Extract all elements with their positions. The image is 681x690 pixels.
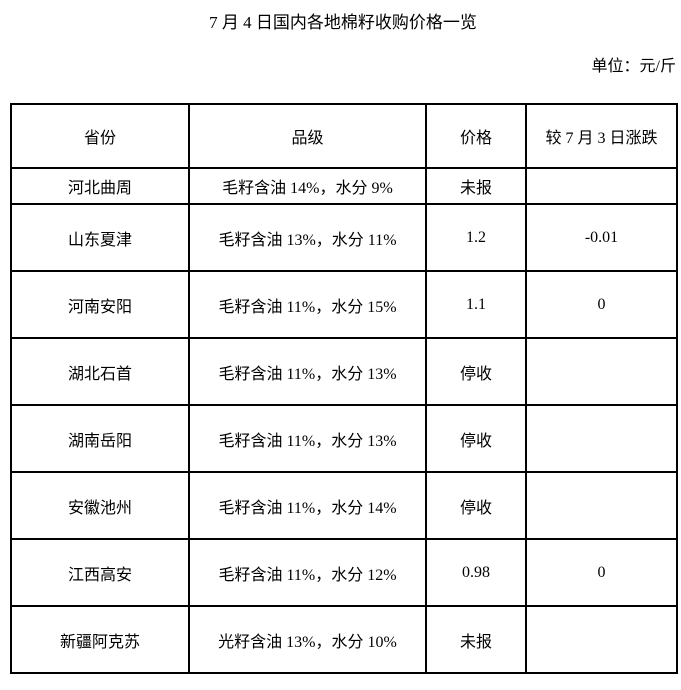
- cell-province: 江西高安: [10, 538, 190, 607]
- cell-province: 河北曲周: [10, 167, 190, 205]
- cell-grade: 光籽含油 13%，水分 10%: [188, 605, 427, 674]
- cell-province: 新疆阿克苏: [10, 605, 190, 674]
- header-price: 价格: [425, 103, 527, 169]
- table-row: 湖北石首 毛籽含油 11%，水分 13% 停收: [10, 337, 678, 406]
- cell-price: 1.1: [425, 270, 527, 339]
- header-province: 省份: [10, 103, 190, 169]
- cell-province: 山东夏津: [10, 203, 190, 272]
- table-row: 湖南岳阳 毛籽含油 11%，水分 13% 停收: [10, 404, 678, 473]
- cell-province: 湖南岳阳: [10, 404, 190, 473]
- unit-label: 单位：元/斤: [591, 58, 676, 75]
- cell-price: 0.98: [425, 538, 527, 607]
- cell-change: [525, 404, 678, 473]
- cell-price: 1.2: [425, 203, 527, 272]
- cell-grade: 毛籽含油 13%，水分 11%: [188, 203, 427, 272]
- cell-price: 未报: [425, 605, 527, 674]
- page-title: 7 月 4 日国内各地棉籽收购价格一览: [209, 13, 477, 32]
- table-row: 新疆阿克苏 光籽含油 13%，水分 10% 未报: [10, 605, 678, 674]
- table-row: 安徽池州 毛籽含油 11%，水分 14% 停收: [10, 471, 678, 540]
- header-change: 较 7 月 3 日涨跌: [525, 103, 678, 169]
- cell-price: 停收: [425, 404, 527, 473]
- cell-change: [525, 167, 678, 205]
- cell-province: 安徽池州: [10, 471, 190, 540]
- header-grade: 品级: [188, 103, 427, 169]
- cell-grade: 毛籽含油 11%，水分 15%: [188, 270, 427, 339]
- cell-price: 停收: [425, 471, 527, 540]
- cell-grade: 毛籽含油 11%，水分 14%: [188, 471, 427, 540]
- cell-change: 0: [525, 270, 678, 339]
- cell-price: 未报: [425, 167, 527, 205]
- cell-grade: 毛籽含油 11%，水分 13%: [188, 337, 427, 406]
- cell-price: 停收: [425, 337, 527, 406]
- cell-province: 河南安阳: [10, 270, 190, 339]
- cell-grade: 毛籽含油 11%，水分 12%: [188, 538, 427, 607]
- cell-change: [525, 471, 678, 540]
- cell-grade: 毛籽含油 14%，水分 9%: [188, 167, 427, 205]
- cell-change: -0.01: [525, 203, 678, 272]
- cell-change: 0: [525, 538, 678, 607]
- cell-change: [525, 605, 678, 674]
- cottonseed-price-table: 省份 品级 价格 较 7 月 3 日涨跌 河北曲周 毛籽含油 14%，水分 9%…: [10, 103, 678, 674]
- cell-change: [525, 337, 678, 406]
- table-row: 山东夏津 毛籽含油 13%，水分 11% 1.2 -0.01: [10, 203, 678, 272]
- table-row: 江西高安 毛籽含油 11%，水分 12% 0.98 0: [10, 538, 678, 607]
- cell-grade: 毛籽含油 11%，水分 13%: [188, 404, 427, 473]
- table-row: 河北曲周 毛籽含油 14%，水分 9% 未报: [10, 167, 678, 205]
- cell-province: 湖北石首: [10, 337, 190, 406]
- table-row: 河南安阳 毛籽含油 11%，水分 15% 1.1 0: [10, 270, 678, 339]
- table-header-row: 省份 品级 价格 较 7 月 3 日涨跌: [10, 103, 678, 169]
